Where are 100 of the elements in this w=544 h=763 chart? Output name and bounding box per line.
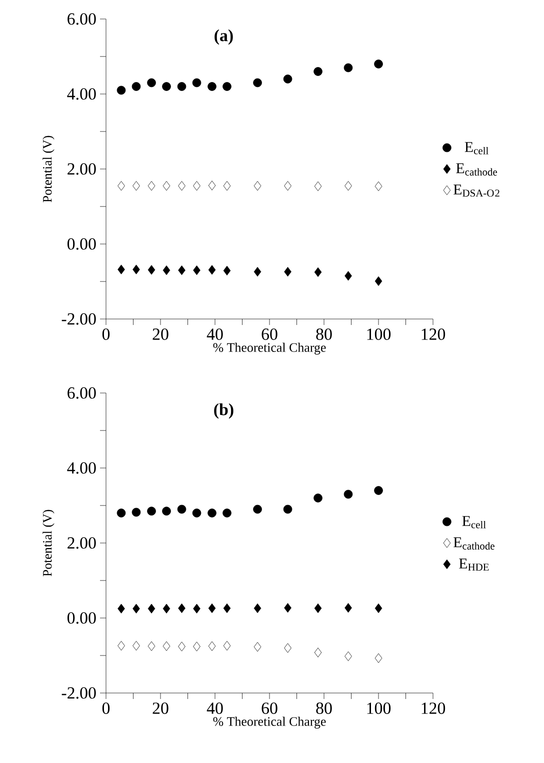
point [314,648,322,658]
y-tick-label: 6.00 [68,387,96,399]
y-tick-label: 0.00 [67,612,96,624]
point [147,506,156,516]
y-tick-label: 2.00 [68,537,96,549]
point [178,265,186,276]
legend-label: E$_{DSA-O2}$ [454,184,500,197]
y-tick-label: -2.00 [62,687,96,699]
point [177,504,186,514]
point [314,494,322,502]
point [314,181,322,192]
point [253,78,262,88]
y-tick-label: 0.00 [67,238,96,250]
point [254,603,262,614]
y-tick-label: 4.00 [67,462,96,474]
x-tick-label: 0 [102,702,110,714]
x-tick-label: 40 [206,702,223,714]
x-tick-label: 100 [367,328,391,340]
point [222,82,232,91]
point [374,276,382,286]
x-tick-label: 100 [367,702,391,714]
point [162,265,170,276]
point [208,265,216,275]
point [116,508,126,518]
point [132,508,141,517]
y-tick-label: 6.00 [68,13,96,25]
point [314,67,322,76]
point [284,603,292,613]
x-tick-label: 0 [102,328,110,340]
point [344,603,352,613]
point [193,181,200,191]
point [118,264,125,274]
point [132,604,140,614]
point [344,63,353,72]
point [314,267,322,277]
legend-label: E$_{cathode}$ [454,537,494,550]
point [193,265,200,276]
point [148,604,156,614]
point [374,603,382,614]
y-axis-title: Potential (V) [42,136,54,202]
point [283,74,292,84]
point [193,642,200,652]
legend-label: E$_{cell}$ [464,142,488,154]
point [374,486,383,495]
x-tick-label: 20 [152,702,168,714]
point [208,603,216,614]
x-tick-label: 60 [262,702,278,714]
point [344,490,353,499]
point [118,181,125,191]
point [132,82,141,91]
point [118,640,125,651]
point [118,604,125,614]
point [208,180,216,190]
point [162,641,170,651]
point [148,641,156,651]
point [177,82,186,91]
y-tick-label: 2.00 [68,163,96,175]
point [254,266,262,277]
x-tick-label: 120 [422,702,446,714]
text: (a) [214,29,233,45]
point [192,78,202,88]
point [116,86,126,95]
point [148,265,156,275]
x-tick-label: 60 [262,328,278,340]
point [374,653,382,663]
point [132,181,140,191]
x-axis-title: % Theoretical Charge [213,716,326,729]
point [208,508,216,518]
point [344,181,352,191]
point [162,506,171,516]
point [208,82,216,91]
point [283,504,292,514]
point [192,508,202,518]
point [222,508,232,518]
x-tick-label: 20 [152,328,168,340]
point [344,271,352,281]
point [223,640,231,651]
point [132,640,140,651]
point [374,181,382,192]
point [254,642,262,652]
point [178,642,186,652]
point [193,604,200,614]
point [374,60,383,68]
point [223,266,231,276]
legend-label: E$_{HDE}$ [459,558,489,571]
point [162,604,170,614]
point [344,651,352,662]
point [284,181,292,191]
point [162,82,171,91]
text: (b) [214,403,234,419]
point [223,181,231,191]
x-tick-label: 80 [316,702,332,714]
y-tick-label: -2.00 [62,313,96,325]
x-tick-label: 80 [316,328,332,340]
point [314,603,322,614]
point [148,181,156,191]
point [178,603,186,614]
point [284,643,292,653]
point [223,603,231,614]
point [132,264,140,274]
